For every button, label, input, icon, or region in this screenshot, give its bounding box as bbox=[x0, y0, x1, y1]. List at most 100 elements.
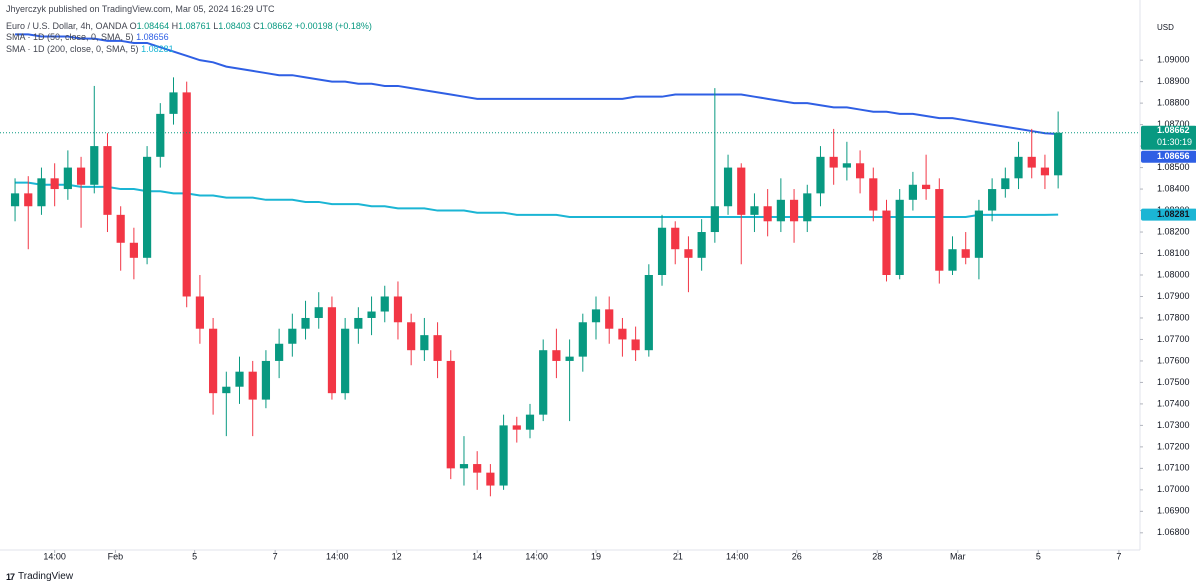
candle-body bbox=[129, 242, 138, 258]
candle-body bbox=[710, 206, 719, 233]
sma50-axis-label: 1.08656 bbox=[1157, 151, 1190, 161]
x-tick-label: 28 bbox=[872, 551, 882, 561]
x-tick-label: 14:00 bbox=[326, 551, 349, 561]
last-price-label: 1.08662 bbox=[1157, 125, 1190, 135]
x-tick-label: 14:00 bbox=[726, 551, 749, 561]
candle-body bbox=[803, 193, 812, 222]
candle-body bbox=[76, 167, 86, 185]
candle-body bbox=[935, 189, 944, 271]
candle-body bbox=[473, 464, 482, 473]
candle-body bbox=[327, 307, 337, 394]
published-note: Jhyerczyk published on TradingView.com, … bbox=[6, 4, 275, 14]
y-tick-label: 1.07800 bbox=[1157, 312, 1190, 322]
candle-body bbox=[842, 163, 851, 168]
x-tick-label: 7 bbox=[1116, 551, 1121, 561]
candle-body bbox=[499, 425, 508, 486]
ohlc-value: 1.08464 bbox=[136, 21, 170, 31]
y-tick-label: 1.08100 bbox=[1157, 248, 1190, 258]
candle-body bbox=[974, 210, 984, 258]
y-tick-label: 1.07600 bbox=[1157, 355, 1190, 365]
x-tick-label: 7 bbox=[273, 551, 278, 561]
candle-body bbox=[539, 350, 548, 415]
x-tick-label: Feb bbox=[108, 551, 124, 561]
sma-legend: SMA · 1D (50, close, 0, SMA, 5) 1.08656 bbox=[6, 32, 169, 42]
candle-body bbox=[591, 309, 601, 323]
candle-body bbox=[829, 156, 838, 168]
candle-body bbox=[314, 307, 323, 318]
sma-legend: SMA · 1D (200, close, 0, SMA, 5) 1.08281 bbox=[6, 44, 174, 54]
price-axis bbox=[1140, 0, 1196, 565]
candle-body bbox=[789, 199, 799, 222]
countdown-label: 01:30:19 bbox=[1157, 137, 1192, 147]
candle-body bbox=[209, 328, 218, 394]
ohlc-prefix: O bbox=[129, 21, 137, 31]
candle-body bbox=[565, 356, 574, 361]
y-tick-label: 1.08200 bbox=[1157, 226, 1190, 236]
chart: USD 1.06800 1.06900 1.07000 1.07100 1.07200 1.… bbox=[0, 0, 1196, 565]
candle-body bbox=[869, 178, 878, 211]
x-tick-label: Mar bbox=[950, 551, 966, 561]
candle-body bbox=[275, 343, 284, 361]
candle-body bbox=[24, 193, 33, 207]
candle-body bbox=[644, 275, 653, 351]
candle-body bbox=[816, 156, 825, 194]
candle-body bbox=[407, 322, 416, 351]
candle-body bbox=[301, 317, 310, 329]
candle-body bbox=[380, 296, 389, 312]
sma200-box bbox=[1141, 208, 1196, 221]
candle-body bbox=[90, 146, 99, 185]
candle-body bbox=[1014, 156, 1023, 179]
candle-body bbox=[855, 163, 865, 179]
y-tick-label: 1.07300 bbox=[1157, 420, 1190, 430]
candle-body bbox=[763, 206, 772, 222]
candle-body bbox=[222, 386, 231, 394]
y-tick-label: 1.08800 bbox=[1157, 98, 1190, 108]
candle-body bbox=[446, 360, 455, 469]
ohlc-prefix: H bbox=[171, 21, 179, 31]
candle-body bbox=[737, 167, 746, 215]
candle-body bbox=[776, 199, 785, 222]
candle-body bbox=[433, 335, 442, 361]
x-tick-label: 14:00 bbox=[43, 551, 66, 561]
ohlc-prefix: C bbox=[253, 21, 260, 31]
x-tick-label: 5 bbox=[1036, 551, 1041, 561]
y-tick-label: 1.09000 bbox=[1157, 55, 1190, 65]
candle-body bbox=[512, 425, 521, 430]
candle-body bbox=[288, 328, 297, 344]
candle-body bbox=[420, 335, 429, 351]
x-tick-label: 21 bbox=[673, 551, 683, 561]
y-tick-label: 1.07400 bbox=[1157, 398, 1190, 408]
y-tick-label: 1.07900 bbox=[1157, 291, 1190, 301]
candle-body bbox=[948, 249, 957, 271]
x-tick-label: 12 bbox=[392, 551, 402, 561]
y-tick-label: 1.07100 bbox=[1157, 463, 1190, 473]
y-tick-label: 1.08400 bbox=[1157, 183, 1190, 193]
x-tick-label: 26 bbox=[792, 551, 802, 561]
y-tick-label: 1.06800 bbox=[1157, 527, 1190, 537]
sma-name: SMA · 1D (50, close, 0, SMA, 5) bbox=[6, 32, 134, 42]
candle-body bbox=[1054, 132, 1063, 176]
sma-line bbox=[15, 33, 1059, 136]
candle-body bbox=[63, 167, 72, 190]
candle-body bbox=[882, 210, 891, 275]
candle-body bbox=[697, 232, 706, 258]
candle-body bbox=[723, 167, 733, 207]
sma-value: 1.08656 bbox=[136, 32, 169, 42]
candle-body bbox=[367, 311, 376, 318]
candle-body bbox=[341, 328, 350, 394]
candle-body bbox=[393, 296, 403, 323]
candle-body bbox=[50, 178, 59, 190]
brand-name: TradingView bbox=[18, 571, 74, 582]
y-tick-label: 1.08500 bbox=[1157, 162, 1190, 172]
candle-body bbox=[248, 371, 257, 400]
ohlc-value: 1.08403 bbox=[218, 21, 251, 31]
candle-body bbox=[657, 227, 667, 275]
y-tick-label: 1.08900 bbox=[1157, 76, 1190, 86]
candle-body bbox=[156, 113, 165, 157]
x-tick-label: 19 bbox=[591, 551, 601, 561]
sma-name: SMA · 1D (200, close, 0, SMA, 5) bbox=[6, 44, 139, 54]
brand-logo: 17 bbox=[6, 571, 15, 582]
candle-body bbox=[486, 472, 495, 486]
candle-body bbox=[684, 249, 693, 258]
candle-body bbox=[116, 214, 125, 243]
